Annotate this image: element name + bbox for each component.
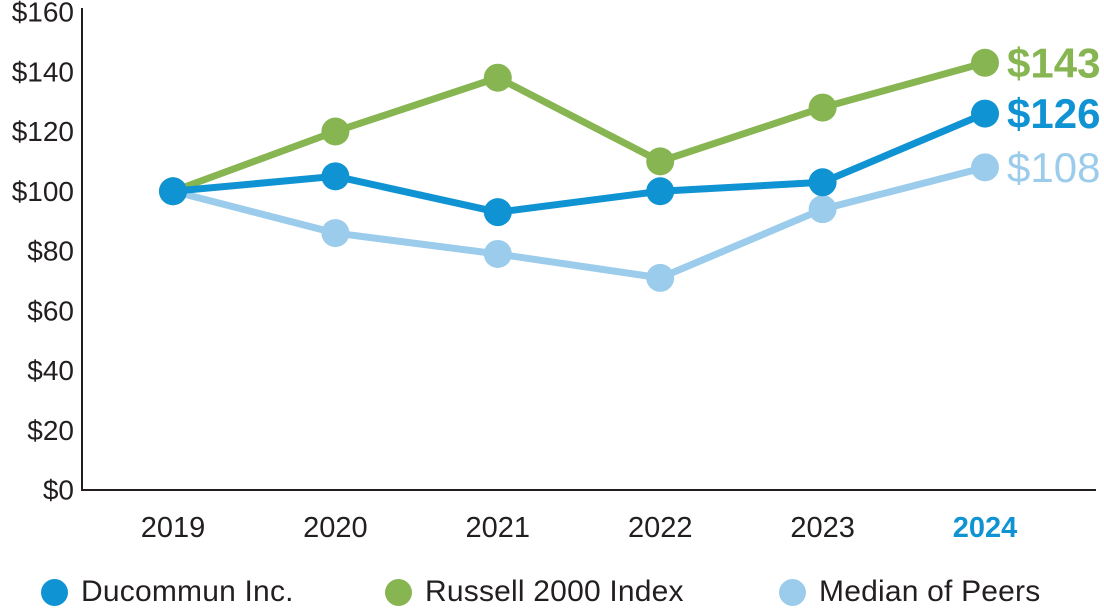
y-tick-label: $0 bbox=[43, 475, 74, 506]
series-line bbox=[169, 163, 989, 282]
legend-label: Ducommun Inc. bbox=[81, 575, 294, 608]
legend-dot-icon bbox=[41, 578, 68, 606]
legend: Ducommun Inc. Russell 2000 Index Median of… bbox=[0, 570, 1104, 614]
x-tick-label: 2020 bbox=[303, 512, 368, 544]
series-ducommun-inc: $126 bbox=[159, 90, 1100, 227]
y-tick-label: $60 bbox=[27, 295, 74, 326]
series-line bbox=[169, 59, 989, 195]
x-tick-label-highlighted: 2024 bbox=[953, 512, 1018, 544]
y-tick-label: $100 bbox=[12, 176, 74, 207]
x-tick-label: 2022 bbox=[628, 512, 693, 544]
data-point bbox=[646, 263, 675, 292]
data-point bbox=[483, 239, 512, 268]
series-median-of-peers: $108 bbox=[159, 144, 1100, 292]
y-tick-label: $80 bbox=[27, 236, 74, 267]
x-tick-label: 2019 bbox=[141, 512, 206, 544]
data-point bbox=[808, 168, 837, 197]
data-point bbox=[808, 93, 837, 122]
data-point bbox=[971, 48, 999, 77]
legend-dot-icon bbox=[779, 578, 806, 606]
data-point bbox=[321, 219, 350, 248]
legend-item-russell-2000-index: Russell 2000 Index bbox=[385, 570, 684, 614]
chart-plot-area: $0 $20 $40 $60 $80 $100 $120 $140 $160 2019 2020 20… bbox=[12, 0, 1101, 544]
data-point bbox=[808, 195, 837, 224]
legend-label: Median of Peers bbox=[819, 575, 1041, 608]
data-point bbox=[159, 177, 187, 206]
data-point bbox=[321, 162, 350, 191]
y-tick-label: $120 bbox=[12, 116, 74, 147]
data-point bbox=[321, 117, 350, 146]
legend-item-ducommun-inc: Ducommun Inc. bbox=[41, 570, 294, 614]
data-point bbox=[971, 99, 999, 128]
data-point bbox=[483, 63, 512, 92]
y-tick-label: $160 bbox=[12, 0, 74, 28]
data-point bbox=[646, 147, 675, 176]
data-point bbox=[483, 198, 512, 227]
legend-label: Russell 2000 Index bbox=[425, 575, 684, 608]
data-point bbox=[646, 177, 675, 206]
y-tick-label: $20 bbox=[27, 415, 74, 446]
series-end-label: $143 bbox=[1007, 39, 1100, 86]
x-tick-label: 2023 bbox=[790, 512, 855, 544]
data-point bbox=[971, 153, 999, 182]
series-end-label: $108 bbox=[1007, 144, 1100, 191]
y-tick-label: $40 bbox=[27, 355, 74, 386]
legend-item-median-of-peers: Median of Peers bbox=[779, 570, 1040, 614]
y-tick-label: $140 bbox=[12, 56, 74, 87]
series-line bbox=[169, 110, 989, 216]
x-tick-label: 2021 bbox=[466, 512, 531, 544]
legend-dot-icon bbox=[385, 578, 412, 606]
series-end-label: $126 bbox=[1007, 90, 1100, 137]
